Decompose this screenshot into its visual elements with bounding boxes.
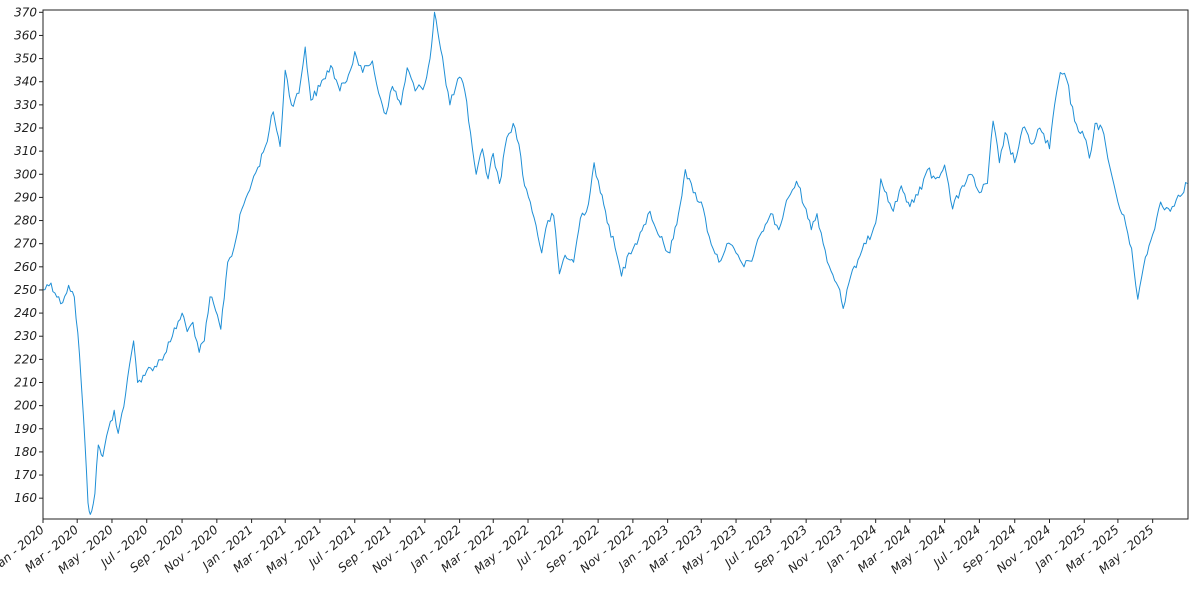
y-tick-label: 350 <box>14 52 37 66</box>
y-tick-label: 180 <box>14 445 37 459</box>
y-tick-label: 220 <box>14 352 37 366</box>
y-tick-label: 310 <box>14 144 37 158</box>
y-tick-label: 240 <box>14 306 37 320</box>
y-tick-label: 170 <box>14 468 37 482</box>
y-tick-label: 260 <box>14 260 37 274</box>
y-tick-label: 290 <box>14 190 37 204</box>
series-layer <box>42 11 1188 515</box>
plot-frame <box>42 9 1189 520</box>
y-tick-label: 270 <box>14 237 37 251</box>
y-tick-label: 230 <box>14 329 37 343</box>
y-tick-label: 190 <box>14 422 37 436</box>
y-tick-label: 210 <box>14 375 37 389</box>
y-tick-label: 250 <box>14 283 37 297</box>
y-tick-label: 280 <box>14 214 37 228</box>
y-axis: 160 170 180 190 200 210 220 230 240 250 260 270 280 2… <box>14 5 43 505</box>
y-tick-label: 330 <box>14 98 37 112</box>
y-tick-label: 160 <box>14 491 37 505</box>
y-tick-label: 200 <box>14 399 37 413</box>
y-tick-label: 300 <box>14 167 37 181</box>
y-tick-label: 370 <box>14 5 37 19</box>
y-tick-label: 340 <box>14 75 37 89</box>
series-line-0 <box>42 11 1188 515</box>
y-tick-label: 320 <box>14 121 37 135</box>
y-tick-label: 360 <box>14 28 37 42</box>
